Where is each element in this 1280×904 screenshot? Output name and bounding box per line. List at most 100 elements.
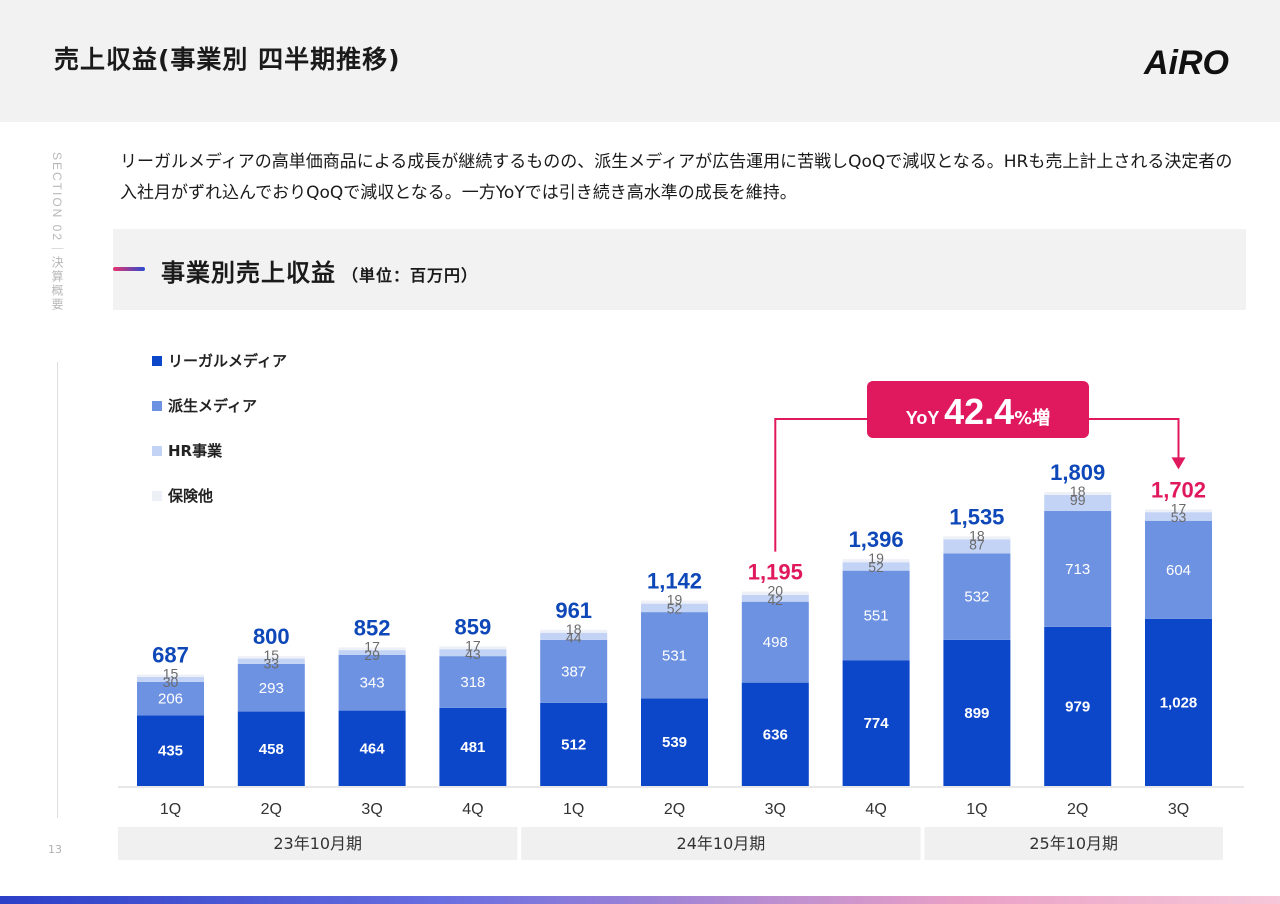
data-label-legal: 979 — [1065, 698, 1090, 715]
bar-segment-derived — [641, 612, 708, 699]
bar-segment-hr — [641, 603, 708, 613]
yoy-callout-box — [867, 381, 1089, 438]
total-label: 1,809 — [1050, 460, 1105, 485]
legend-swatch — [152, 446, 162, 456]
chart-title-text: 事業別売上収益 — [161, 259, 336, 287]
total-label: 800 — [253, 624, 290, 649]
total-label: 1,396 — [849, 527, 904, 552]
x-tick-label: 3Q — [1168, 801, 1189, 818]
bar-segment-other — [943, 536, 1011, 540]
data-label-other: 15 — [163, 666, 179, 682]
total-label: 1,702 — [1151, 477, 1206, 502]
fiscal-period-label: 23年10月期 — [273, 834, 362, 853]
section-label: SECTION 02｜決算概要 — [50, 152, 64, 313]
data-label-hr: 42 — [768, 592, 784, 608]
bar-segment-hr — [1145, 512, 1212, 521]
data-label-legal: 636 — [763, 726, 788, 743]
fiscal-period-band — [521, 827, 921, 860]
data-label-legal: 464 — [360, 740, 386, 757]
bar-segment-legal — [1044, 626, 1112, 786]
bar-segment-derived — [1044, 511, 1112, 627]
bar-segment-legal — [540, 702, 608, 786]
x-tick-label: 1Q — [563, 801, 584, 818]
data-label-legal: 435 — [158, 743, 183, 760]
data-label-hr: 87 — [969, 536, 985, 552]
total-label: 859 — [455, 614, 492, 639]
data-label-hr: 52 — [667, 601, 683, 617]
yoy-callout-text: YoY 42.4%増 — [906, 391, 1050, 432]
x-tick-label: 1Q — [966, 801, 987, 818]
data-label-other: 17 — [1171, 500, 1187, 516]
data-label-derived: 293 — [259, 680, 284, 697]
legend-swatch — [152, 356, 162, 366]
data-label-legal: 539 — [662, 734, 687, 751]
bar-segment-derived — [137, 681, 204, 716]
bar-segment-legal — [1145, 618, 1212, 786]
legend-label: リーガルメディア — [168, 352, 287, 370]
yoy-value: 42.4 — [944, 391, 1014, 432]
total-label: 961 — [555, 598, 592, 623]
data-label-derived: 343 — [360, 675, 385, 692]
bar-segment-other — [842, 559, 910, 563]
yoy-suffix: %増 — [1014, 407, 1050, 429]
bar-segment-hr — [842, 562, 910, 571]
data-label-other: 19 — [868, 550, 884, 566]
x-tick-label: 1Q — [160, 801, 181, 818]
data-label-legal: 899 — [964, 705, 989, 722]
data-label-derived: 604 — [1166, 562, 1191, 579]
legend-label: HR事業 — [168, 442, 223, 460]
total-label: 852 — [354, 615, 391, 640]
data-label-hr: 99 — [1070, 492, 1086, 508]
bar-segment-hr — [137, 676, 204, 682]
data-label-derived: 387 — [561, 663, 586, 680]
data-label-other: 19 — [667, 592, 683, 608]
x-tick-label: 2Q — [261, 801, 282, 818]
data-label-hr: 29 — [364, 647, 380, 663]
chart-panel-title: 事業別売上収益 （単位：百万円） — [161, 253, 478, 288]
data-label-derived: 206 — [158, 691, 183, 708]
data-label-hr: 53 — [1171, 509, 1187, 525]
data-label-derived: 532 — [964, 589, 989, 606]
bar-segment-other — [1044, 492, 1112, 495]
bar-segment-legal — [741, 682, 809, 786]
bar-segment-other — [540, 629, 608, 633]
bar-segment-hr — [1044, 494, 1112, 512]
x-tick-label: 2Q — [664, 801, 685, 818]
bar-segment-other — [641, 600, 708, 604]
bar-segment-legal — [137, 715, 204, 786]
bar-segment-derived — [237, 663, 305, 712]
data-label-other: 17 — [364, 638, 380, 654]
data-label-derived: 713 — [1065, 561, 1090, 578]
legend-swatch — [152, 401, 162, 411]
bar-segment-hr — [943, 539, 1011, 554]
fiscal-period-label: 25年10月期 — [1029, 834, 1118, 853]
yoy-prefix: YoY — [906, 408, 944, 428]
header-bar: 売上収益(事業別 四半期推移) AiRO — [0, 0, 1280, 122]
data-label-other: 18 — [1070, 483, 1086, 499]
bar-segment-legal — [338, 710, 406, 786]
bar-segment-derived — [741, 601, 809, 683]
legend-swatch — [152, 491, 162, 501]
bar-segment-other — [1145, 509, 1212, 513]
fiscal-period-band — [118, 827, 518, 860]
total-label: 687 — [152, 643, 189, 668]
data-label-hr: 52 — [868, 559, 884, 575]
bar-segment-other — [439, 646, 507, 650]
bar-segment-other — [338, 647, 406, 651]
bar-segment-derived — [1145, 520, 1212, 619]
data-label-derived: 551 — [864, 607, 889, 624]
x-tick-label: 2Q — [1067, 801, 1088, 818]
bar-segment-legal — [842, 660, 910, 786]
bar-segment-derived — [439, 656, 507, 708]
data-label-legal: 1,028 — [1160, 694, 1198, 711]
bar-segment-derived — [338, 654, 406, 711]
bottom-gradient-bar — [0, 896, 1280, 904]
data-label-derived: 498 — [763, 634, 788, 651]
bar-segment-hr — [741, 594, 809, 602]
bar-segment-hr — [540, 632, 608, 640]
total-label: 1,195 — [748, 560, 803, 585]
x-tick-label: 3Q — [361, 801, 382, 818]
fiscal-period-band — [924, 827, 1223, 860]
summary-text: リーガルメディアの高単価商品による成長が継続するものの、派生メディアが広告運用に… — [120, 152, 1233, 203]
